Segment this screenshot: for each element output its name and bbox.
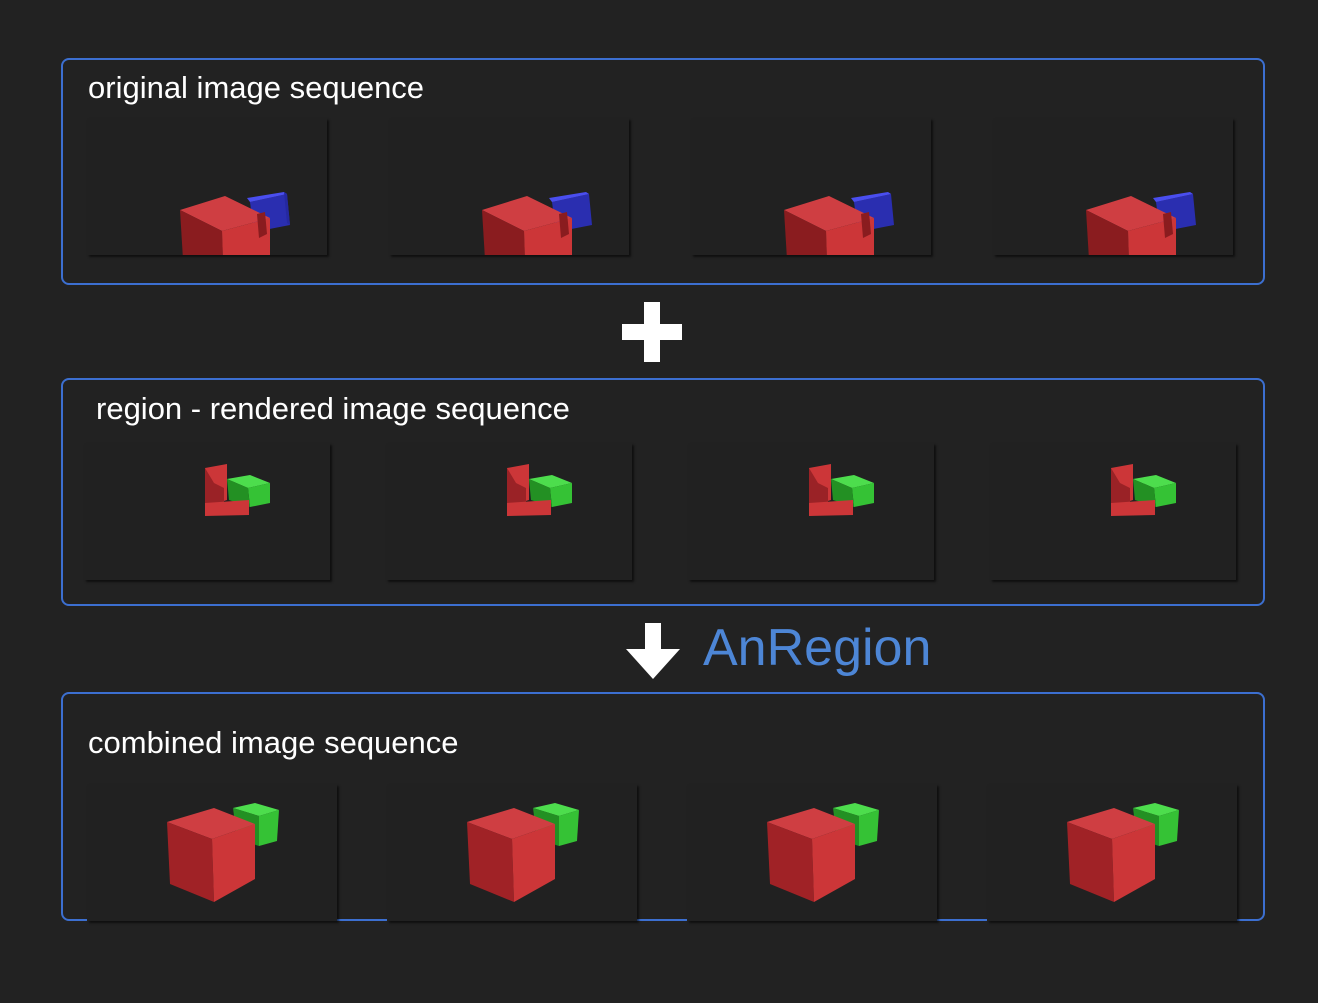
combined-frame-2 bbox=[387, 784, 637, 921]
original-frame-3 bbox=[691, 118, 931, 255]
combined-sequence-panel: combined image sequence bbox=[61, 692, 1265, 921]
red-green-cube-icon bbox=[767, 803, 879, 902]
arrow-down-icon bbox=[626, 623, 680, 679]
region-frame-4 bbox=[990, 443, 1236, 580]
red-green-cube-icon bbox=[167, 803, 279, 902]
red-green-cube-icon bbox=[467, 803, 579, 902]
original-frame-2 bbox=[389, 118, 629, 255]
original-sequence-panel: original image sequence bbox=[61, 58, 1265, 285]
red-green-region-icon bbox=[1111, 464, 1176, 516]
combined-frame-4 bbox=[987, 784, 1237, 921]
red-green-region-icon bbox=[205, 464, 270, 516]
red-blue-cube-icon bbox=[482, 192, 592, 255]
red-blue-cube-icon bbox=[1086, 192, 1196, 255]
region-frame-2 bbox=[386, 443, 632, 580]
original-frame-1 bbox=[87, 118, 327, 255]
region-sequence-title: region - rendered image sequence bbox=[96, 391, 570, 426]
plus-icon bbox=[622, 302, 682, 362]
combined-frame-1 bbox=[87, 784, 337, 921]
red-green-cube-icon bbox=[1067, 803, 1179, 902]
combined-frame-3 bbox=[687, 784, 937, 921]
region-frame-3 bbox=[688, 443, 934, 580]
original-frame-4 bbox=[993, 118, 1233, 255]
method-label: AnRegion bbox=[703, 619, 932, 677]
red-blue-cube-icon bbox=[180, 192, 290, 255]
region-frame-1 bbox=[84, 443, 330, 580]
red-green-region-icon bbox=[507, 464, 572, 516]
red-green-region-icon bbox=[809, 464, 874, 516]
region-sequence-panel: region - rendered image sequence bbox=[61, 378, 1265, 606]
red-blue-cube-icon bbox=[784, 192, 894, 255]
combined-sequence-title: combined image sequence bbox=[88, 725, 459, 760]
original-sequence-title: original image sequence bbox=[88, 70, 425, 105]
